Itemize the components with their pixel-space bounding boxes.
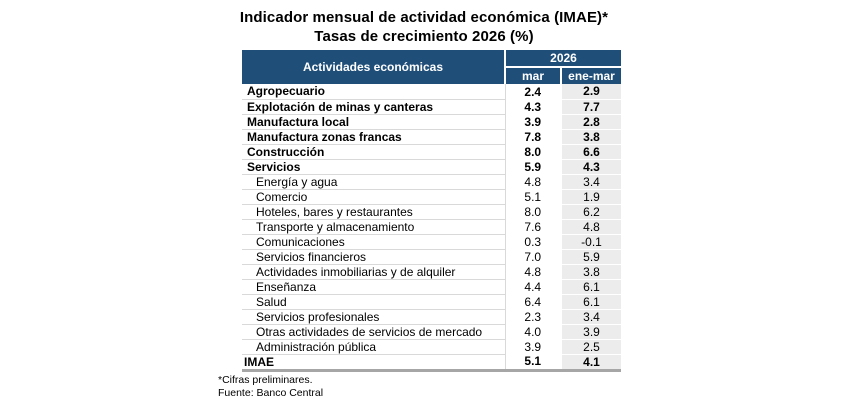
cell-ene-mar: -0.1	[559, 234, 622, 250]
row-label: Actividades inmobiliarias y de alquiler	[242, 264, 506, 280]
cell-ene-mar: 7.7	[559, 99, 622, 115]
footnotes: *Cifras preliminares. Fuente: Banco Cent…	[218, 374, 323, 399]
cell-ene-mar: 4.1	[559, 354, 622, 371]
cell-ene-mar: 4.3	[559, 159, 622, 175]
row-label: Construcción	[242, 144, 506, 160]
table-row: Administración pública 3.9 2.5	[242, 339, 622, 355]
table-row: Construcción 8.0 6.6	[242, 144, 622, 160]
row-label: Agropecuario	[242, 84, 506, 100]
cell-mar: 7.0	[524, 249, 542, 264]
cell-ene-mar: 2.8	[559, 114, 622, 130]
cell-ene-mar: 1.9	[559, 189, 622, 205]
cell-mar: 3.9	[524, 114, 542, 129]
cell-ene-mar: 2.9	[559, 84, 622, 100]
table-row: Energía y agua 4.8 3.4	[242, 174, 622, 190]
row-label: Servicios profesionales	[242, 309, 506, 325]
cell-ene-mar: 6.1	[559, 279, 622, 295]
cell-ene-mar: 4.8	[559, 219, 622, 235]
cell-mar: 4.0	[524, 324, 542, 339]
cell-ene-mar: 6.6	[559, 144, 622, 160]
cell-ene-mar: 3.4	[559, 174, 622, 190]
cell-mar: 4.8	[524, 174, 542, 189]
cell-mar: 7.8	[524, 129, 542, 144]
table-row: Actividades inmobiliarias y de alquiler 4…	[242, 264, 622, 280]
table-row: Agropecuario 2.4 2.9	[242, 84, 622, 100]
column-header-year-2026: 2026	[503, 50, 622, 68]
table-row: Servicios 5.9 4.3	[242, 159, 622, 175]
cell-mar: 5.9	[524, 159, 542, 174]
table-row: IMAE 5.1 4.1	[242, 354, 622, 371]
cell-mar: 2.3	[524, 309, 542, 324]
cell-mar: 5.1	[524, 189, 542, 204]
row-label: Comunicaciones	[242, 234, 506, 250]
cell-mar: 6.4	[524, 294, 542, 309]
cell-mar: 4.3	[524, 99, 542, 114]
chart-title: Indicador mensual de actividad económica…	[239, 9, 609, 26]
cell-mar: 8.0	[524, 144, 542, 159]
row-label: Energía y agua	[242, 174, 506, 190]
cell-mar: 4.8	[524, 264, 542, 279]
row-label: Hoteles, bares y restaurantes	[242, 204, 506, 220]
table-row: Explotación de minas y canteras 4.3 7.7	[242, 99, 622, 115]
footnote-preliminary: *Cifras preliminares.	[218, 374, 313, 386]
table-row: Servicios financieros 7.0 5.9	[242, 249, 622, 265]
table-row: Transporte y almacenamiento 7.6 4.8	[242, 219, 622, 235]
cell-mar: 5.1	[524, 354, 542, 369]
row-label: Enseñanza	[242, 279, 506, 295]
cell-mar: 2.4	[524, 84, 542, 99]
table-row: Servicios profesionales 2.3 3.4	[242, 309, 622, 325]
row-label: Manufactura local	[242, 114, 506, 130]
cell-ene-mar: 5.9	[559, 249, 622, 265]
chart-title-block: Indicador mensual de actividad económica…	[0, 8, 848, 46]
cell-ene-mar: 3.9	[559, 324, 622, 340]
row-label: IMAE	[242, 354, 506, 371]
table-row: Salud 6.4 6.1	[242, 294, 622, 310]
cell-ene-mar: 3.8	[559, 264, 622, 280]
table-row: Comunicaciones 0.3 -0.1	[242, 234, 622, 250]
table-row: Manufactura local 3.9 2.8	[242, 114, 622, 130]
column-header-ene-mar: ene-mar	[559, 67, 622, 84]
row-label: Comercio	[242, 189, 506, 205]
table-row: Comercio 5.1 1.9	[242, 189, 622, 205]
cell-ene-mar: 2.5	[559, 339, 622, 355]
cell-ene-mar: 3.8	[559, 129, 622, 145]
chart-subtitle: Tasas de crecimiento 2026 (%)	[314, 28, 534, 45]
cell-mar: 3.9	[524, 339, 542, 354]
cell-mar: 7.6	[524, 219, 542, 234]
row-label: Otras actividades de servicios de mercad…	[242, 324, 506, 340]
column-header-mar: mar	[504, 67, 561, 84]
imae-table: Actividades económicas 2026 mar ene-mar …	[242, 50, 622, 372]
table-header: Actividades económicas 2026 mar ene-mar	[242, 50, 622, 84]
table-row: Enseñanza 4.4 6.1	[242, 279, 622, 295]
table-body: Agropecuario 2.4 2.9 Explotación de minas y…	[242, 84, 622, 371]
row-label: Transporte y almacenamiento	[242, 219, 506, 235]
table-row: Manufactura zonas francas 7.8 3.8	[242, 129, 622, 145]
cell-ene-mar: 6.2	[559, 204, 622, 220]
table-row: Hoteles, bares y restaurantes 8.0 6.2	[242, 204, 622, 220]
footnote-source: Fuente: Banco Central	[218, 386, 324, 399]
column-header-activities: Actividades económicas	[242, 50, 505, 84]
row-label: Servicios	[242, 159, 506, 175]
row-label: Administración pública	[242, 339, 506, 355]
cell-mar: 0.3	[524, 234, 542, 249]
cell-mar: 4.4	[524, 279, 542, 294]
cell-ene-mar: 6.1	[559, 294, 622, 310]
row-label: Servicios financieros	[242, 249, 506, 265]
row-label: Manufactura zonas francas	[242, 129, 506, 145]
row-label: Salud	[242, 294, 506, 310]
cell-ene-mar: 3.4	[559, 309, 622, 325]
cell-mar: 8.0	[524, 204, 542, 219]
row-label: Explotación de minas y canteras	[242, 99, 506, 115]
table-row: Otras actividades de servicios de mercad…	[242, 324, 622, 340]
